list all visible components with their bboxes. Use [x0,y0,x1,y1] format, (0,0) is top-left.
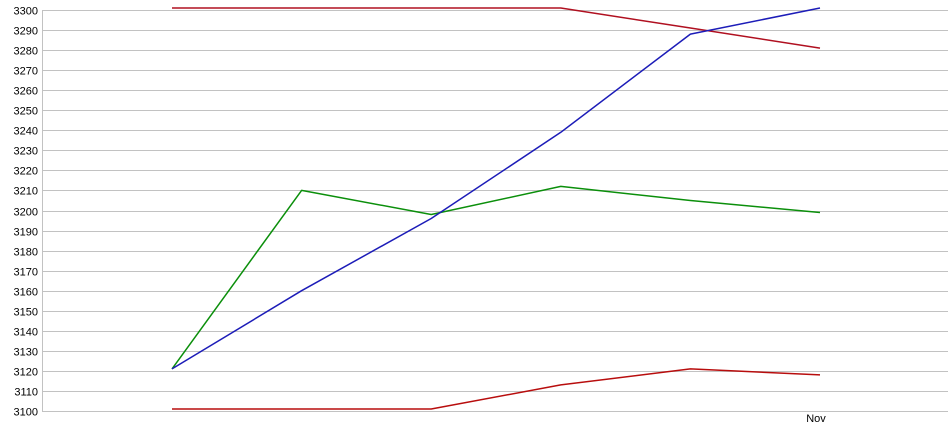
y-axis-tick-label: 3110 [14,387,38,399]
y-axis-tick-label: 3210 [14,186,38,198]
y-axis-tick-label: 3240 [14,126,38,138]
y-axis-tick-label: 3170 [14,267,38,279]
y-axis-tick-label: 3220 [14,166,38,178]
y-axis-tick-label: 3250 [14,106,38,118]
y-axis-tick-label: 3190 [14,227,38,239]
y-axis-tick-label: 3300 [14,6,38,18]
y-axis-tick-label: 3180 [14,247,38,259]
series-red-upper-line [172,7,821,49]
y-axis-tick-label: 3200 [14,207,38,219]
y-axis-tick-label: 3140 [14,327,38,339]
y-axis-tick-label: 3150 [14,307,38,319]
x-axis-tick-label-nov: Nov [806,413,826,425]
y-axis-tick-label: 3280 [14,46,38,58]
series-red-lower-line [172,368,821,410]
series-green-line [171,185,821,370]
y-axis-tick-label: 3120 [14,367,38,379]
series-blue-line [171,7,821,370]
y-axis-tick-label: 3160 [14,287,38,299]
y-axis-tick-label: 3270 [14,66,38,78]
y-axis-tick-label: 3290 [14,26,38,38]
y-axis-tick-label: 3230 [14,146,38,158]
y-axis-tick-label: 3100 [14,407,38,419]
y-axis-tick-label: 3130 [14,347,38,359]
y-axis-tick-label: 3260 [14,86,38,98]
